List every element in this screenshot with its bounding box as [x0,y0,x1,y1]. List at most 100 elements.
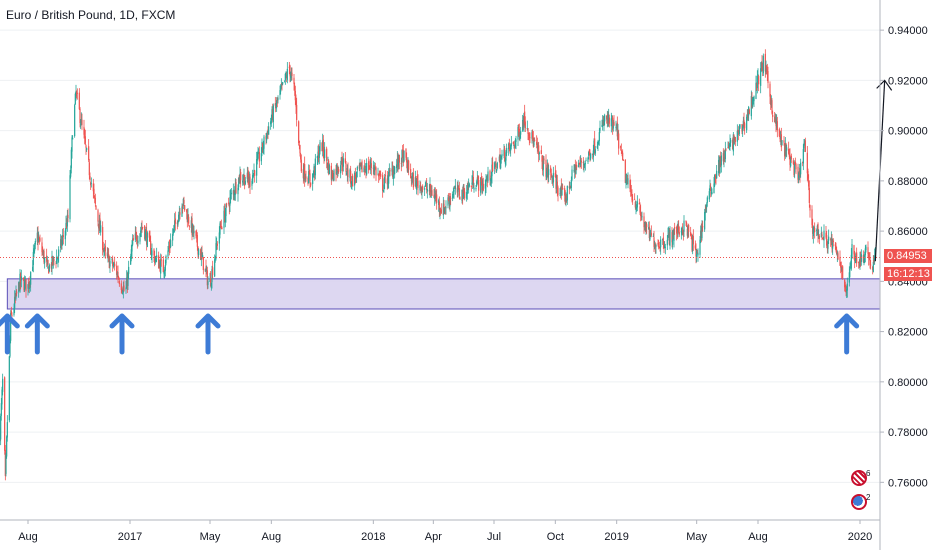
candle-body [5,455,7,474]
candle-body [681,228,683,234]
candle-body [331,171,333,180]
candle-body [118,278,120,280]
time-axis[interactable]: Aug 2017 May Aug 2018 Apr Jul Oct 2019 May Aug 2020 [0,519,880,543]
candle-body [462,185,464,199]
candle-body [458,186,460,188]
candle-body [650,230,652,232]
candle-body [789,154,791,165]
candle-body [290,75,292,78]
price-axis[interactable]: 0.940000.920000.900000.880000.860000.840… [879,0,928,550]
candle-body [340,165,342,174]
candle-body [738,130,740,136]
candle-body [322,140,324,150]
candle-body [163,271,165,275]
candle-body [238,175,240,182]
support-arrow-icon [109,313,135,355]
candle-body [144,225,146,239]
candle-body [373,168,375,173]
price-tick-label: 0.76000 [888,477,928,489]
candle-body [472,176,474,188]
candle-body [548,169,550,176]
candle-body [802,161,804,164]
candle-body [599,127,601,131]
candle-body [303,165,305,179]
candle-body [855,254,857,261]
candle-body [186,214,188,223]
candle-body [436,194,438,203]
candle-body [195,230,197,236]
candle-body [804,140,806,152]
candle-body [448,198,450,201]
candle-body [757,74,759,76]
candle-body [262,146,264,150]
candle-body [505,152,507,161]
candle-body [305,176,307,179]
candle-body [230,194,232,198]
candle-body [335,168,337,175]
candle-body [468,183,470,187]
candle-body [294,85,296,90]
candle-body [546,164,548,173]
candle-body [611,118,613,121]
candle-body [632,199,634,201]
arrow-head [109,313,135,329]
candle-body [853,245,855,255]
candle-body [32,266,34,272]
candle-body [640,215,642,218]
candle-body [527,128,529,135]
candle-body [626,179,628,181]
candle-body [454,185,456,190]
candle-body [562,188,564,190]
candle-body [658,245,660,248]
candle-body [420,187,422,193]
arrow-head [24,313,50,329]
candle-body [672,231,674,240]
candle-body [33,250,35,253]
candle-body [94,195,96,198]
candle-body [685,221,687,223]
globe-icon[interactable] [851,494,867,510]
candle-body [126,277,128,289]
candle-body [719,156,721,174]
candle-body [130,256,132,265]
candle-body [622,159,624,161]
candle-body [405,148,407,158]
candle-body [200,249,202,260]
candle-body [812,225,814,234]
candle-body [388,170,390,173]
candle-body [687,225,689,237]
candle-body [24,278,26,282]
candle-body [799,171,801,177]
candle-body [4,377,6,451]
candle-body [174,220,176,228]
candle-body [728,145,730,149]
uk-flag-icon[interactable] [851,470,867,486]
candle-body [765,64,767,73]
candle-body [139,233,141,242]
candle-body [443,203,445,214]
candle-body [466,192,468,199]
candle-body [463,187,465,193]
candle-body [774,117,776,123]
candle-body [421,187,423,194]
candle-body [449,197,451,207]
candle-body [350,183,352,185]
candle-body [293,77,295,85]
candle-body [574,164,576,173]
price-tick-label: 0.82000 [888,327,928,339]
candle-body [472,176,474,185]
candle-body [380,173,382,177]
candle-body [496,169,498,172]
candle-body [551,178,553,180]
candle-body [169,246,171,248]
candle-body [412,174,414,177]
candle-body [760,68,762,86]
candle-body [528,134,530,138]
candle-body [776,121,778,128]
candle-body [514,140,516,147]
candle-body [718,159,720,174]
candle-body [827,241,829,249]
candle-body [790,155,792,160]
candle-body [363,167,365,173]
